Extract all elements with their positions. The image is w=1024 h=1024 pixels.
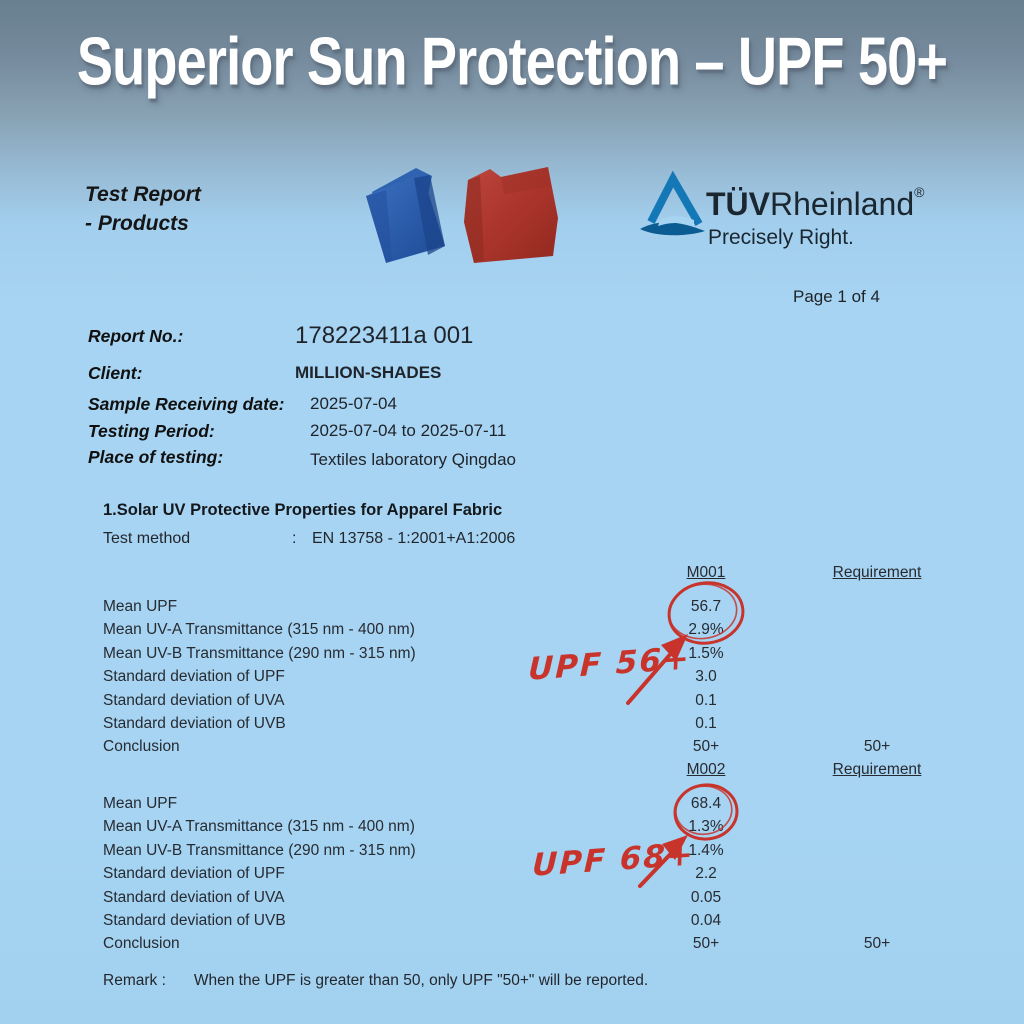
remark-label: Remark : <box>103 972 166 989</box>
row-value: 0.1 <box>695 714 717 732</box>
place-of-testing-value: Textiles laboratory Qingdao <box>310 450 517 469</box>
report-no-value: 178223411a 001 <box>295 322 474 349</box>
row-value: 68.4 <box>690 795 722 812</box>
row-label: Conclusion <box>103 738 180 756</box>
table-row: Conclusion 50+ 50+ <box>103 738 943 761</box>
meta-row-client: Client: MILLION-SHADES <box>88 363 441 384</box>
requirement-header-m001: Requirement <box>832 564 922 581</box>
row-label: Standard deviation of UVA <box>103 691 285 709</box>
sample-receiving-value: 2025-07-04 <box>310 394 397 413</box>
table-row: Mean UV-B Transmittance (290 nm - 315 nm… <box>103 842 943 865</box>
remark-text: When the UPF is greater than 50, only UP… <box>193 972 649 989</box>
table-row: Standard deviation of UPF 2.2 <box>103 865 943 888</box>
row-value: 0.1 <box>695 691 717 709</box>
meta-row-report-no: Report No.: 178223411a 001 <box>88 322 473 349</box>
fabric-swatch-blue <box>366 168 445 263</box>
row-value: 50+ <box>692 738 720 756</box>
table-row: Mean UV-A Transmittance (315 nm - 400 nm… <box>103 621 943 644</box>
results-table-m002: M002 Requirement Mean UPF 68.4 Mean UV-A … <box>103 761 943 959</box>
test-method-value: EN 13758 - 1:2001+A1:2006 <box>312 530 516 547</box>
row-value: 50+ <box>692 935 720 953</box>
sample-id-m002: M002 <box>686 761 726 778</box>
row-value: 1.4% <box>688 841 724 859</box>
table-row: Standard deviation of UVA 0.1 <box>103 692 943 715</box>
table-row: Standard deviation of UVA 0.05 <box>103 889 943 912</box>
testing-period-value: 2025-07-04 to 2025-07-11 <box>310 421 507 440</box>
table-row: Mean UV-B Transmittance (290 nm - 315 nm… <box>103 645 943 668</box>
meta-row-sample-receiving: Sample Receiving date: 2025-07-04 <box>88 394 397 415</box>
row-requirement: 50+ <box>863 935 891 953</box>
registered-mark-icon: ® <box>914 184 925 200</box>
row-value: 0.05 <box>690 888 722 906</box>
tuv-logo-rheinland: Rheinland <box>770 186 915 222</box>
table-header-m001: M001 Requirement <box>103 564 943 590</box>
test-method-row: Test method : EN 13758 - 1:2001+A1:2006 <box>103 530 515 548</box>
meta-row-testing-period: Testing Period: 2025-07-04 to 2025-07-11 <box>88 421 506 442</box>
tuv-logo-tuv: TÜV <box>706 186 770 222</box>
row-label: Standard deviation of UPF <box>103 668 285 686</box>
row-value: 1.5% <box>688 644 724 662</box>
remark-row: Remark : When the UPF is greater than 50,… <box>103 972 648 990</box>
report-no-label: Report No.: <box>88 326 184 346</box>
results-table-m001: M001 Requirement Mean UPF 56.7 Mean UV-A … <box>103 564 943 762</box>
tuv-logo-wordmark: TÜVRheinland® <box>706 184 924 223</box>
row-label: Mean UV-B Transmittance (290 nm - 315 nm… <box>103 841 416 859</box>
fabric-swatch-red <box>464 167 558 263</box>
row-label: Standard deviation of UVB <box>103 714 286 732</box>
row-value: 56.7 <box>690 598 722 615</box>
tuv-logo-tagline: Precisely Right. <box>708 226 854 249</box>
client-value: MILLION-SHADES <box>295 363 442 382</box>
table-row: Standard deviation of UVB 0.1 <box>103 715 943 738</box>
row-label: Conclusion <box>103 935 180 953</box>
page-title: Superior Sun Protection – UPF 50+ <box>76 24 948 100</box>
row-label: Standard deviation of UPF <box>103 865 285 883</box>
table-row: Mean UPF 56.7 <box>103 598 943 621</box>
row-label: Standard deviation of UVB <box>103 911 286 929</box>
row-value: 2.2 <box>695 865 717 883</box>
table-header-m002: M002 Requirement <box>103 761 943 787</box>
test-method-separator: : <box>292 530 297 547</box>
report-type-line2: - Products <box>85 212 189 235</box>
table-row: Standard deviation of UVB 0.04 <box>103 912 943 935</box>
row-label: Mean UV-A Transmittance (315 nm - 400 nm… <box>103 621 415 639</box>
table-row: Conclusion 50+ 50+ <box>103 935 943 958</box>
row-label: Mean UPF <box>103 795 178 812</box>
table-row: Mean UPF 68.4 <box>103 795 943 818</box>
row-requirement: 50+ <box>863 738 891 756</box>
fabric-samples-image <box>352 160 572 277</box>
sample-receiving-label: Sample Receiving date: <box>88 394 285 414</box>
row-label: Mean UV-A Transmittance (315 nm - 400 nm… <box>103 818 415 836</box>
page-indicator: Page 1 of 4 <box>793 287 880 306</box>
requirement-header-m002: Requirement <box>832 761 922 778</box>
meta-row-place-of-testing: Place of testing: Textiles laboratory Qi… <box>88 447 516 469</box>
row-value: 1.3% <box>688 818 724 836</box>
row-label: Mean UPF <box>103 598 178 615</box>
sample-id-m001: M001 <box>686 564 726 581</box>
row-value: 3.0 <box>695 668 717 686</box>
report-type-line1: Test Report <box>85 183 201 206</box>
place-of-testing-label: Place of testing: <box>88 447 224 467</box>
section-title: 1.Solar UV Protective Properties for App… <box>103 501 503 519</box>
row-value: 0.04 <box>690 911 722 929</box>
tuv-triangle-logo-icon <box>638 170 708 243</box>
client-label: Client: <box>88 363 143 383</box>
table-row: Mean UV-A Transmittance (315 nm - 400 nm… <box>103 818 943 841</box>
row-label: Standard deviation of UVA <box>103 888 285 906</box>
row-label: Mean UV-B Transmittance (290 nm - 315 nm… <box>103 644 416 662</box>
table-row: Standard deviation of UPF 3.0 <box>103 668 943 691</box>
report-type-heading: Test Report - Products <box>85 180 201 238</box>
row-value: 2.9% <box>688 621 724 639</box>
testing-period-label: Testing Period: <box>88 421 215 441</box>
test-method-label: Test method <box>103 530 191 547</box>
